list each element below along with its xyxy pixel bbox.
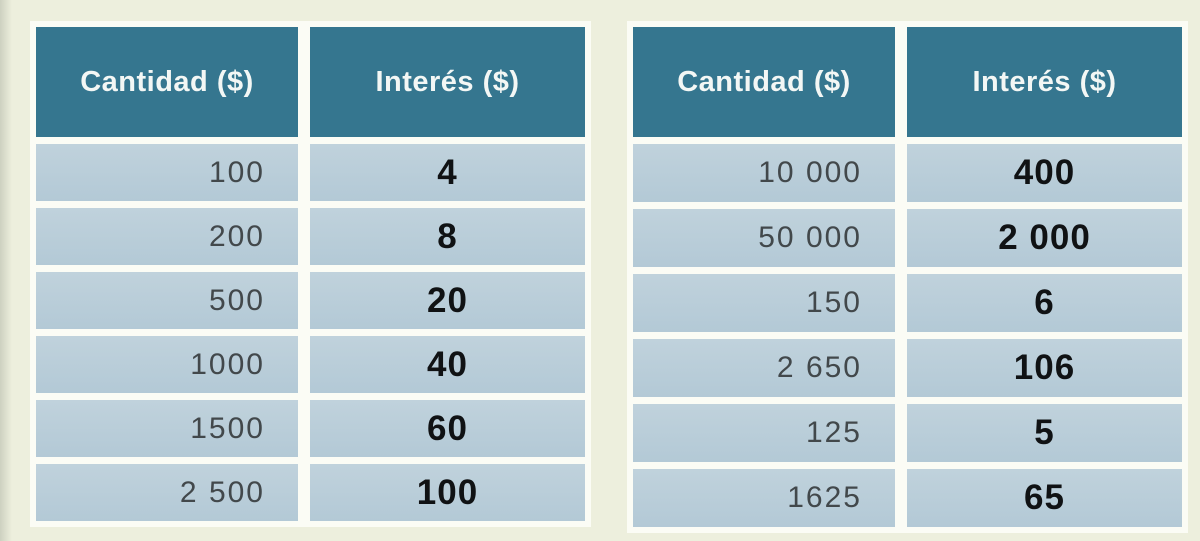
header-cell-cantidad: Cantidad ($) (36, 27, 298, 137)
interes-cell: 4 (310, 144, 585, 201)
cantidad-cell: 150 (633, 274, 895, 332)
interes-cell: 5 (907, 404, 1182, 462)
page-edge-shadow (0, 0, 12, 541)
cantidad-cell: 1000 (36, 336, 298, 393)
interes-cell: 100 (310, 464, 585, 521)
cantidad-cell: 10 000 (633, 144, 895, 202)
interes-cell: 65 (907, 469, 1182, 527)
cantidad-cell: 2 500 (36, 464, 298, 521)
header-cell-cantidad: Cantidad ($) (633, 27, 895, 137)
column-header-label: Cantidad ($) (677, 65, 851, 98)
cantidad-cell: 100 (36, 144, 298, 201)
interes-cell: 60 (310, 400, 585, 457)
interes-cell: 8 (310, 208, 585, 265)
cantidad-cell: 500 (36, 272, 298, 329)
cantidad-cell: 200 (36, 208, 298, 265)
cantidad-cell: 2 650 (633, 339, 895, 397)
interest-table-right: Cantidad ($) Interés ($) 10 000 400 50 0… (627, 21, 1188, 533)
column-header-label: Interés ($) (972, 65, 1117, 98)
interes-cell: 6 (907, 274, 1182, 332)
header-cell-interes: Interés ($) (907, 27, 1182, 137)
interes-cell: 106 (907, 339, 1182, 397)
interes-cell: 40 (310, 336, 585, 393)
cantidad-cell: 1625 (633, 469, 895, 527)
cantidad-cell: 50 000 (633, 209, 895, 267)
interes-cell: 20 (310, 272, 585, 329)
interes-cell: 2 000 (907, 209, 1182, 267)
column-header-label: Cantidad ($) (80, 65, 254, 98)
header-cell-interes: Interés ($) (310, 27, 585, 137)
cantidad-cell: 125 (633, 404, 895, 462)
interest-table-left: Cantidad ($) Interés ($) 100 4 200 8 500… (30, 21, 591, 527)
interes-cell: 400 (907, 144, 1182, 202)
column-header-label: Interés ($) (375, 65, 520, 98)
cantidad-cell: 1500 (36, 400, 298, 457)
